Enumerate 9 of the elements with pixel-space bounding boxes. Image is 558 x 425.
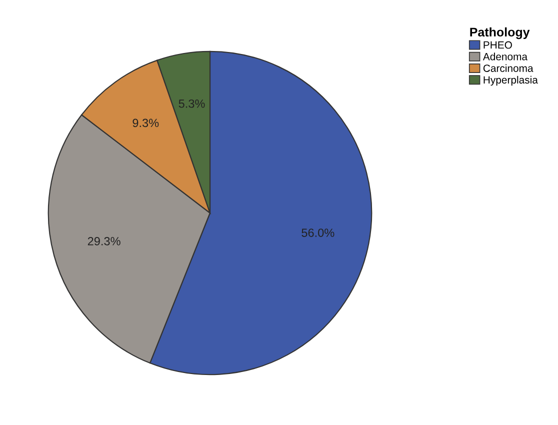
legend-label: Carcinoma [483,64,534,72]
data-label: 9.3% [132,118,159,128]
data-label: 29.3% [88,237,120,246]
legend-label: PHEO [484,41,512,49]
legend-label: Hyperplasia [484,76,538,86]
legend-title: Pathology [470,27,530,40]
data-label: 56.0% [302,228,334,237]
data-label: 5.3% [178,99,205,108]
legend-label: Adenoma [482,52,528,60]
